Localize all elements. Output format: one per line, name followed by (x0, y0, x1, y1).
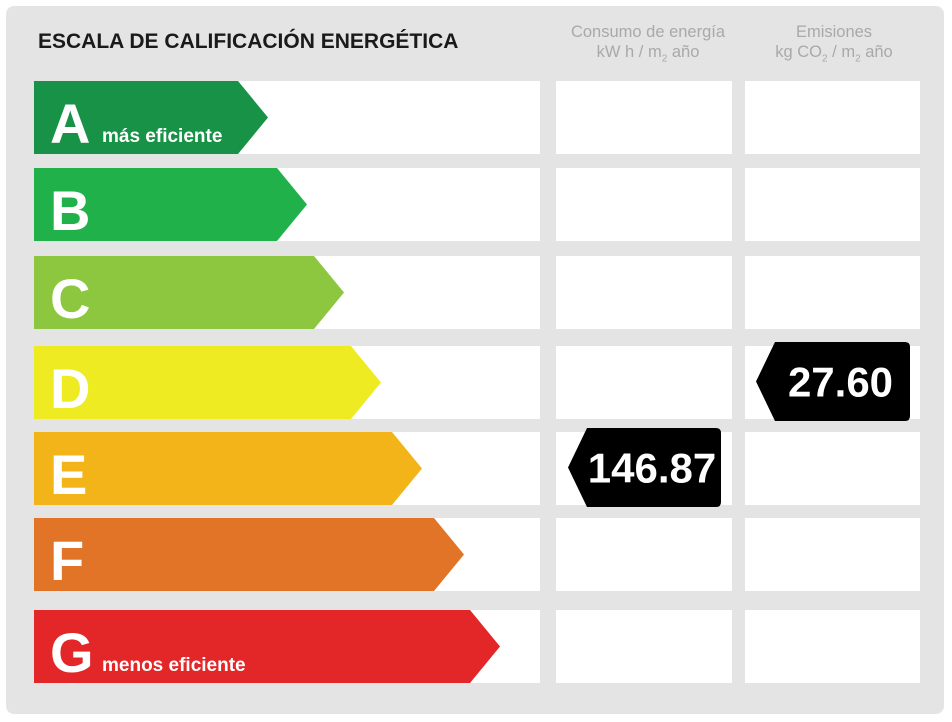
consumo-cell-d (556, 346, 732, 419)
consumo-cell-g (556, 610, 732, 683)
consumo-indicator (568, 428, 721, 507)
band-letter-e: E (50, 443, 87, 506)
consumo-header-units: kW h / m2 año (596, 43, 700, 65)
consumo-indicator-value: 146.87 (588, 445, 716, 492)
band-arrow-c (34, 256, 344, 329)
band-arrow-b (34, 168, 307, 241)
band-letter-b: B (50, 179, 90, 242)
consumo-cell-a (556, 81, 732, 154)
band-arrow-a (34, 81, 268, 154)
band-letter-a: A (50, 92, 90, 155)
emisiones-header-units: kg CO2 / m2 año (775, 43, 893, 65)
band-arrow-e (34, 432, 422, 505)
consumo-column-header: Consumo de energía kW h / m2 año (556, 22, 740, 65)
emisiones-header-line1: Emisiones (795, 23, 873, 41)
band-caption-a: más eficiente (102, 126, 222, 147)
band-arrow-g (34, 610, 500, 683)
emisiones-cell-f (745, 518, 920, 591)
consumo-header-line1: Consumo de energía (570, 23, 726, 41)
band-letter-f: F (50, 529, 84, 592)
consumo-cell-f (556, 518, 732, 591)
emisiones-column-header: Emisiones kg CO2 / m2 año (745, 22, 923, 65)
emisiones-cell-c (745, 256, 920, 329)
band-arrow-f (34, 518, 464, 591)
emisiones-indicator-value: 27.60 (788, 359, 893, 406)
consumo-cell-b (556, 168, 732, 241)
consumo-cell-c (556, 256, 732, 329)
band-letter-c: C (50, 267, 90, 330)
band-caption-g: menos eficiente (102, 655, 246, 676)
band-letter-d: D (50, 357, 90, 420)
emisiones-cell-a (745, 81, 920, 154)
band-letter-g: G (50, 621, 94, 684)
band-arrow-d (34, 346, 381, 419)
label-title: ESCALA DE CALIFICACIÓN ENERGÉTICA (38, 30, 459, 53)
emisiones-cell-g (745, 610, 920, 683)
emisiones-cell-b (745, 168, 920, 241)
emisiones-cell-e (745, 432, 920, 505)
emisiones-indicator (756, 342, 910, 421)
